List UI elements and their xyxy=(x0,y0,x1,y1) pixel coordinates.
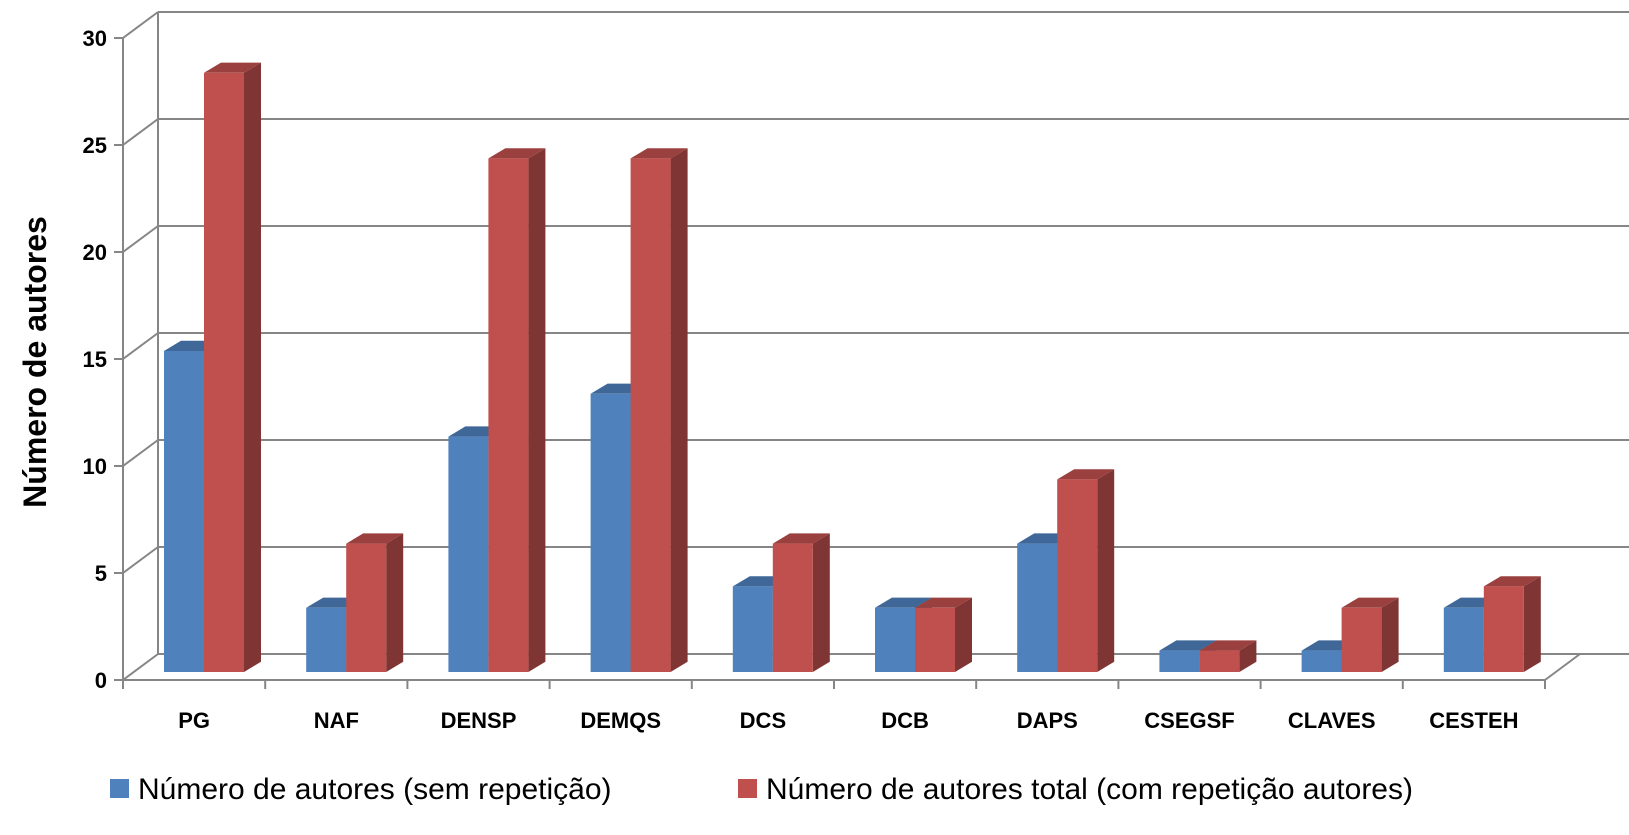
bars xyxy=(164,62,1541,673)
x-tick-label: DENSP xyxy=(441,708,517,733)
x-tick-label: CESTEH xyxy=(1429,708,1518,733)
x-tick-label: DAPS xyxy=(1017,708,1078,733)
axis-labels: 0 5 10 15 20 25 30 PG NAF DENSP DEMQS DCS DCB DAPS CSE… xyxy=(83,26,1519,733)
bar xyxy=(204,62,261,673)
bar xyxy=(488,148,546,672)
x-tick-label: PG xyxy=(178,708,210,733)
y-tick-label: 15 xyxy=(83,347,107,372)
bar xyxy=(875,597,932,672)
legend-label: Número de autores total (com repetição a… xyxy=(766,773,1413,806)
bar xyxy=(1199,640,1257,672)
x-axis-depth-line xyxy=(1544,653,1581,681)
x-tick-label: DCS xyxy=(740,708,786,733)
legend-swatch xyxy=(738,779,757,798)
y-tick-label: 0 xyxy=(95,668,107,693)
axes xyxy=(114,12,1581,689)
legend-item: Número de autores total (com repetição a… xyxy=(738,773,1413,806)
legend: Número de autores (sem repetição) Número … xyxy=(110,773,1413,806)
y-axis-title: Número de autores xyxy=(17,216,53,508)
y-tick-label: 20 xyxy=(83,240,107,265)
x-tick-label: DEMQS xyxy=(580,708,661,733)
legend-swatch xyxy=(110,779,129,798)
x-tick-label: CLAVES xyxy=(1288,708,1376,733)
bar xyxy=(346,533,404,672)
gridline-depth xyxy=(122,118,159,146)
gridline-depth xyxy=(122,11,159,39)
bar xyxy=(1341,597,1399,672)
bar xyxy=(630,148,688,672)
y-tick-label: 25 xyxy=(83,133,107,158)
gridline-depth xyxy=(122,332,159,360)
legend-item: Número de autores (sem repetição) xyxy=(110,773,612,806)
bar xyxy=(772,533,830,672)
y-tick-label: 30 xyxy=(83,26,107,51)
gridline-depth xyxy=(122,225,159,253)
bar xyxy=(1057,469,1115,672)
gridline-depth xyxy=(122,546,159,574)
gridline-depth xyxy=(122,439,159,467)
gridline-depth xyxy=(122,653,159,681)
x-tick-label: NAF xyxy=(314,708,359,733)
legend-label: Número de autores (sem repetição) xyxy=(138,773,612,806)
bar xyxy=(915,597,972,672)
y-tick-label: 5 xyxy=(95,561,107,586)
x-tick-label: DCB xyxy=(881,708,929,733)
y-tick-label: 10 xyxy=(83,454,107,479)
x-tick-label: CSEGSF xyxy=(1144,708,1234,733)
bar xyxy=(1483,576,1541,672)
